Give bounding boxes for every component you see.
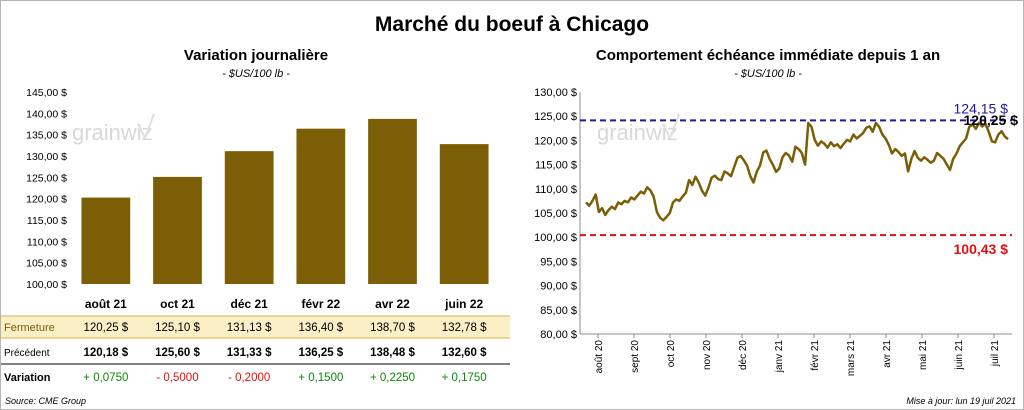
table-cell: - 0,2000: [228, 372, 270, 384]
right-watermark-text: grainwiz: [597, 120, 678, 145]
main-title: Marché du boeuf à Chicago: [374, 13, 650, 36]
table-cell: 132,60 $: [442, 347, 487, 359]
table-cell: 136,25 $: [298, 347, 343, 359]
left-watermark-mark: [137, 113, 155, 141]
right-y-tick-label: 130,00 $: [534, 87, 577, 99]
right-x-tick-label: mai 21: [918, 340, 929, 370]
left-y-tick-label: 120,00 $: [26, 194, 67, 206]
bar-1: [153, 176, 202, 284]
right-x-tick-label: janv 21: [774, 340, 785, 374]
left-watermark-text: grainwiz: [72, 120, 153, 145]
left-y-tick-label: 130,00 $: [26, 151, 67, 163]
right-y-tick-label: 85,00 $: [540, 305, 577, 317]
table-cell: 138,48 $: [370, 347, 415, 359]
bar-4: [368, 118, 417, 284]
bar-3: [296, 128, 346, 284]
table-cell: 131,13 $: [227, 322, 272, 334]
right-y-tick-label: 115,00 $: [535, 160, 577, 172]
right-x-tick-label: avr 21: [882, 340, 893, 368]
left-y-tick-label: 145,00 $: [26, 87, 67, 99]
lower-reference-label: 100,43 $: [954, 241, 1009, 257]
right-x-tick-label: déc 20: [738, 340, 749, 370]
bar-5: [439, 144, 489, 284]
left-chart-unit: - $US/100 lb -: [222, 68, 290, 80]
left-y-tick-label: 100,00 $: [26, 279, 67, 291]
right-y-tick-label: 120,00 $: [534, 135, 577, 147]
right-y-tick-label: 100,00 $: [534, 232, 577, 244]
left-chart-title: Variation journalière: [183, 47, 329, 64]
table-cell: 131,33 $: [227, 347, 272, 359]
source-note: Source: CME Group: [5, 396, 87, 406]
left-watermark: grainwiz: [72, 113, 155, 145]
left-x-tick-label: déc 21: [230, 297, 268, 311]
table-row-label: Variation: [4, 372, 51, 384]
table-cell: + 0,0750: [83, 372, 128, 384]
right-y-tick-label: 95,00 $: [540, 256, 577, 268]
right-x-tick-label: oct 20: [666, 340, 677, 368]
right-y-tick-label: 110,00 $: [535, 184, 577, 196]
table-cell: 136,40 $: [298, 322, 343, 334]
right-x-tick-label: mars 21: [846, 340, 857, 377]
right-x-tick-label: août 20: [594, 340, 605, 374]
table-row-label: Précédent: [4, 348, 50, 359]
table-cell: + 0,2250: [370, 372, 415, 384]
price-series-line: [585, 121, 1009, 222]
right-y-tick-label: 80,00 $: [540, 329, 577, 341]
left-x-tick-label: avr 22: [375, 297, 410, 311]
bar-0: [81, 197, 131, 284]
table-cell: - 0,5000: [156, 372, 198, 384]
bar-2: [224, 151, 274, 284]
left-x-tick-label: juin 22: [444, 297, 483, 311]
table-cell: 120,18 $: [83, 347, 128, 359]
left-y-tick-label: 125,00 $: [26, 172, 67, 184]
left-y-tick-label: 115,00 $: [27, 215, 67, 227]
right-x-tick-label: juil 21: [990, 340, 1001, 368]
fermeture-row-highlight: [1, 316, 510, 338]
table-cell: + 0,1500: [298, 372, 343, 384]
right-y-tick-label: 90,00 $: [540, 281, 577, 293]
right-y-tick-label: 125,00 $: [534, 111, 577, 123]
right-watermark: grainwiz: [597, 113, 680, 145]
upper-reference-label: 124,15 $: [954, 100, 1009, 116]
table-cell: 125,60 $: [155, 347, 200, 359]
right-chart-unit: - $US/100 lb -: [734, 68, 802, 80]
left-x-tick-label: août 21: [85, 297, 127, 311]
right-chart-title: Comportement échéance immédiate depuis 1…: [595, 47, 941, 64]
right-x-tick-label: févr 21: [810, 340, 821, 371]
right-y-tick-label: 105,00 $: [534, 208, 577, 220]
left-x-tick-label: févr 22: [301, 297, 340, 311]
table-cell: 125,10 $: [155, 322, 200, 334]
right-x-tick-label: sept 20: [630, 340, 641, 373]
table-cell: 132,78 $: [442, 322, 487, 334]
update-note: Mise à jour: lun 19 juil 2021: [906, 396, 1016, 406]
table-row-label: Fermeture: [4, 322, 55, 334]
last-price-label: 120,25 $: [964, 112, 1019, 128]
left-y-tick-label: 135,00 $: [26, 130, 67, 142]
right-x-tick-label: juin 21: [954, 340, 965, 371]
table-cell: 120,25 $: [83, 322, 128, 334]
table-cell: 138,70 $: [370, 322, 415, 334]
left-x-tick-label: oct 21: [160, 297, 195, 311]
table-cell: + 0,1750: [442, 372, 487, 384]
left-y-tick-label: 105,00 $: [26, 258, 67, 270]
left-y-tick-label: 110,00 $: [27, 236, 67, 248]
right-x-tick-label: nov 20: [702, 340, 713, 370]
right-watermark-mark: [662, 113, 680, 141]
left-y-tick-label: 140,00 $: [26, 108, 67, 120]
